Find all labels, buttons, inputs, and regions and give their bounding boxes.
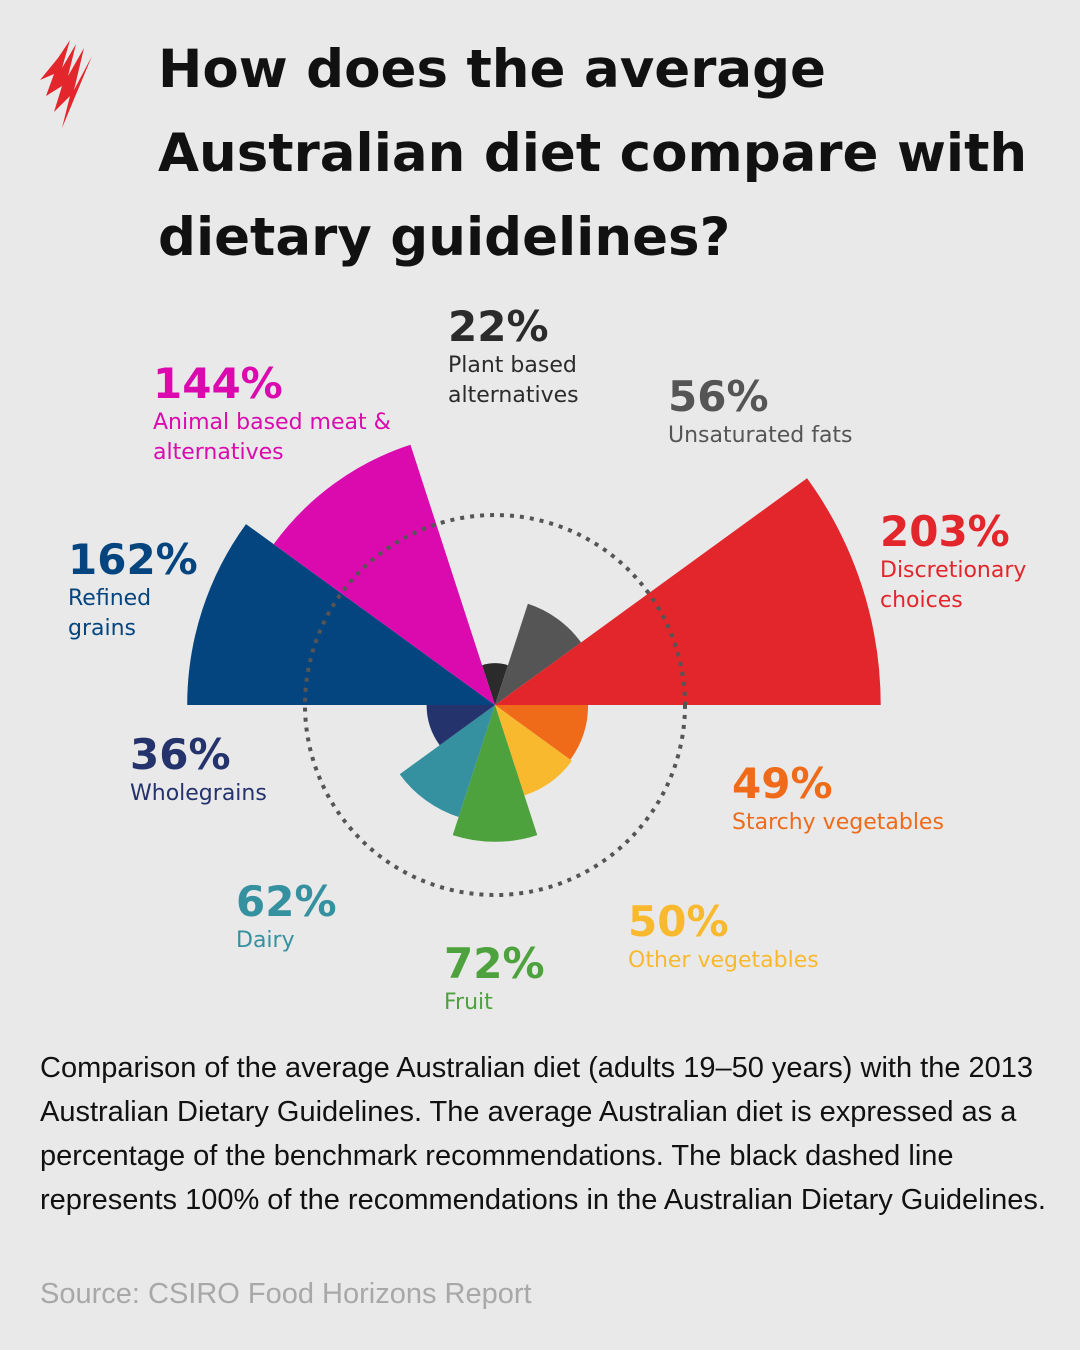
value-label: 62% bbox=[236, 877, 337, 926]
caption: Comparison of the average Australian die… bbox=[40, 1052, 1046, 1216]
wedge bbox=[273, 444, 495, 705]
category-label: 72% Fruit bbox=[444, 940, 594, 1018]
category-name: Refined grains bbox=[68, 586, 152, 641]
category-name: Animal based meat & alternatives bbox=[153, 410, 391, 465]
chart-title: How does the average Australian diet com… bbox=[158, 39, 1028, 268]
category-name: Plant based alternatives bbox=[448, 353, 579, 408]
category-label: 203% Discretionary choices bbox=[880, 508, 1060, 616]
wedge bbox=[426, 705, 495, 746]
category-name: Wholegrains bbox=[130, 781, 267, 806]
category-name: Dairy bbox=[236, 928, 295, 953]
source: Source: CSIRO Food Horizons Report bbox=[40, 1278, 532, 1310]
wedge bbox=[495, 705, 572, 796]
chart bbox=[40, 40, 881, 897]
category-name: Starchy vegetables bbox=[732, 810, 944, 835]
category-label: 162% Refined grains bbox=[68, 535, 198, 644]
category-name: Fruit bbox=[444, 990, 493, 1015]
logo bbox=[40, 40, 92, 128]
wedge bbox=[482, 663, 508, 705]
wedge bbox=[495, 705, 589, 760]
category-label: 62% Dairy bbox=[236, 878, 386, 956]
category-name: Discretionary choices bbox=[880, 558, 1027, 613]
category-label: 56% Unsaturated fats bbox=[668, 373, 888, 451]
value-label: 50% bbox=[628, 897, 729, 946]
value-label: 144% bbox=[153, 359, 283, 408]
value-label: 203% bbox=[880, 507, 1010, 556]
value-label: 72% bbox=[444, 939, 545, 988]
category-label: 49% Starchy vegetables bbox=[732, 760, 972, 838]
category-label: 36% Wholegrains bbox=[130, 731, 310, 809]
value-label: 36% bbox=[130, 730, 231, 779]
value-label: 22% bbox=[448, 302, 549, 351]
wedge bbox=[495, 478, 881, 705]
value-label: 162% bbox=[68, 535, 198, 584]
value-label: 56% bbox=[668, 372, 769, 421]
wedge bbox=[187, 524, 495, 705]
reference-circle bbox=[303, 513, 687, 897]
value-label: 49% bbox=[732, 759, 833, 808]
category-label: 50% Other vegetables bbox=[628, 898, 868, 976]
category-label: 22% Plant based alternatives bbox=[448, 303, 608, 411]
wedge bbox=[495, 603, 582, 705]
category-label: 144% Animal based meat & alternatives bbox=[153, 360, 393, 468]
wedge bbox=[452, 705, 538, 842]
category-name: Other vegetables bbox=[628, 948, 819, 973]
wedge bbox=[399, 705, 495, 818]
category-name: Unsaturated fats bbox=[668, 423, 853, 448]
